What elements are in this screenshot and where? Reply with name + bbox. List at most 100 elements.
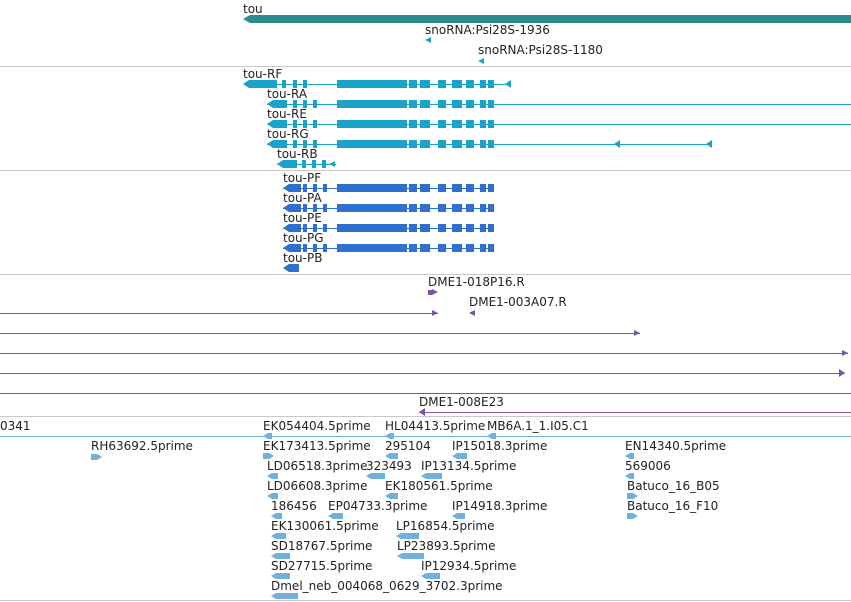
feature-label-ek130061-5prime[interactable]: EK130061.5prime <box>271 519 379 533</box>
feature-label-batuco-16-b05[interactable]: Batuco_16_B05 <box>627 479 720 493</box>
est-marker <box>263 433 272 439</box>
cds-tou-pe-arrow <box>283 224 289 232</box>
clone-dme1-018p16-r-block <box>428 290 432 295</box>
feature-label-batuco-16-f10[interactable]: Batuco_16_F10 <box>627 499 719 513</box>
transcript-tou-re-exon <box>337 120 407 128</box>
transcript-tou-rf-exon <box>303 80 307 88</box>
transcript-tou-re-exon <box>488 120 494 128</box>
est-marker <box>271 593 298 599</box>
cds-tou-pa-exon <box>452 204 462 212</box>
est-marker <box>625 473 634 479</box>
cds-tou-pe-exon <box>438 224 446 232</box>
cds-tou-pa-exon <box>313 204 317 212</box>
est-marker <box>91 454 102 460</box>
feature-label-ep04733-3prime[interactable]: EP04733.3prime <box>328 499 428 513</box>
transcript-tou-rg-exon <box>409 140 417 148</box>
feature-label-tou-pg[interactable]: tou-PG <box>283 231 324 245</box>
feature-label-ip15018-3prime[interactable]: IP15018.3prime <box>452 439 548 453</box>
feature-label-tou-ra[interactable]: tou-RA <box>267 87 308 101</box>
transcript-tou-rg-exon <box>488 140 494 148</box>
est-marker <box>421 473 442 479</box>
cds-tou-pf-exon <box>303 184 307 192</box>
feature-label-ip12934-5prime[interactable]: IP12934.5prime <box>421 559 517 573</box>
feature-label-snorna-psi28s-1936[interactable]: snoRNA:Psi28S-1936 <box>425 23 550 37</box>
transcript-tou-rg-exon <box>466 140 474 148</box>
cds-tou-pa-exon <box>488 204 494 212</box>
feature-label-186456[interactable]: 186456 <box>271 499 317 513</box>
clone-span-end <box>634 330 640 336</box>
transcript-tou-rf-exon <box>488 80 494 88</box>
cds-tou-pa-exon <box>466 204 474 212</box>
transcript-tou-rg-exon <box>420 140 430 148</box>
feature-label-323493[interactable]: 323493 <box>366 459 412 473</box>
feature-label-0341[interactable]: 0341 <box>0 419 31 433</box>
cds-tou-pa-arrow <box>283 204 289 212</box>
feature-label-569006[interactable]: 569006 <box>625 459 671 473</box>
cds-tou-pf-exon <box>289 184 301 192</box>
cds-tou-pf-exon <box>438 184 446 192</box>
transcript-tou-re-arrow <box>267 120 273 128</box>
cds-tou-pb-arrow <box>283 264 289 272</box>
feature-label-tou-rf[interactable]: tou-RF <box>243 67 283 81</box>
feature-label-lp16854-5prime[interactable]: LP16854.5prime <box>396 519 495 533</box>
feature-label-tou-re[interactable]: tou-RE <box>267 107 307 121</box>
cds-tou-pe-exon <box>488 224 494 232</box>
est-marker <box>396 533 419 539</box>
transcript-tou-ra-exon <box>438 100 446 108</box>
est-marker <box>627 513 638 519</box>
feature-label-snorna-psi28s-1180[interactable]: snoRNA:Psi28S-1180 <box>478 43 603 57</box>
feature-label-ld06518-3prime[interactable]: LD06518.3prime <box>267 459 368 473</box>
feature-label-295104[interactable]: 295104 <box>385 439 431 453</box>
transcript-tou-re-exon <box>466 120 474 128</box>
clone-dme1-008e23-arrow <box>419 408 425 416</box>
feature-label-dme1-003a07-r[interactable]: DME1-003A07.R <box>469 295 567 309</box>
est-marker <box>421 573 440 579</box>
feature-label-ek173413-5prime[interactable]: EK173413.5prime <box>263 439 371 453</box>
cds-tou-pf-arrow <box>283 184 289 192</box>
feature-label-ip14918-3prime[interactable]: IP14918.3prime <box>452 499 548 513</box>
cds-tou-pe-exon <box>420 224 430 232</box>
feature-label-lp23893-5prime[interactable]: LP23893.5prime <box>397 539 496 553</box>
feature-label-hl04413-5prime[interactable]: HL04413.5prime <box>385 419 486 433</box>
feature-label-tou-pa[interactable]: tou-PA <box>283 191 322 205</box>
feature-label-dme1-018p16-r[interactable]: DME1-018P16.R <box>428 275 525 289</box>
feature-label-tou-pb[interactable]: tou-PB <box>283 251 323 265</box>
cds-tou-pf-exon <box>480 184 486 192</box>
cds-tou-pf-exon <box>488 184 494 192</box>
feature-label-dme1-008e23[interactable]: DME1-008E23 <box>419 395 504 409</box>
transcript-tou-rb-exon <box>312 160 316 168</box>
snorna-marker-psi28s-1180 <box>478 58 484 64</box>
feature-label-ek180561-5prime[interactable]: EK180561.5prime <box>385 479 493 493</box>
feature-label-ld06608-3prime[interactable]: LD06608.3prime <box>267 479 368 493</box>
feature-label-tou-pf[interactable]: tou-PF <box>283 171 322 185</box>
feature-label-ip13134-5prime[interactable]: IP13134.5prime <box>421 459 517 473</box>
clone-dme1-018p16-r-marker <box>432 289 438 295</box>
cds-tou-pa-exon <box>409 204 417 212</box>
feature-label-tou-rg[interactable]: tou-RG <box>267 127 309 141</box>
transcript-tou-re-exon <box>420 120 430 128</box>
cds-tou-pg-exon <box>438 244 446 252</box>
feature-label-tou[interactable]: tou <box>243 2 263 16</box>
cds-tou-pb-exon <box>289 264 299 272</box>
feature-label-rh63692-5prime[interactable]: RH63692.5prime <box>91 439 193 453</box>
feature-label-sd18767-5prime[interactable]: SD18767.5prime <box>271 539 373 553</box>
feature-label-dmel-neb-004068-0629-3702-3prime[interactable]: Dmel_neb_004068_0629_3702.3prime <box>271 579 503 593</box>
feature-label-tou-pe[interactable]: tou-PE <box>283 211 322 225</box>
feature-label-ek054404-5prime[interactable]: EK054404.5prime <box>263 419 371 433</box>
transcript-tou-rg-exon <box>273 140 287 148</box>
feature-label-tou-rb[interactable]: tou-RB <box>277 147 318 161</box>
transcript-tou-rf-arrow <box>243 80 249 88</box>
feature-label-mb6a-1-1-i05-c1[interactable]: MB6A.1_1.I05.C1 <box>487 419 589 433</box>
snorna-marker-psi28s-1936 <box>425 37 431 43</box>
est-marker <box>397 553 424 559</box>
transcript-tou-rg-exon-arrow <box>614 140 620 148</box>
est-marker <box>267 493 278 499</box>
est-marker <box>366 473 385 479</box>
cds-tou-pg-exon <box>480 244 486 252</box>
feature-label-sd27715-5prime[interactable]: SD27715.5prime <box>271 559 373 573</box>
transcript-tou-ra-exon <box>337 100 407 108</box>
cds-tou-pg-exon <box>337 244 407 252</box>
feature-label-en14340-5prime[interactable]: EN14340.5prime <box>625 439 727 453</box>
cds-tou-pa-exon <box>480 204 486 212</box>
